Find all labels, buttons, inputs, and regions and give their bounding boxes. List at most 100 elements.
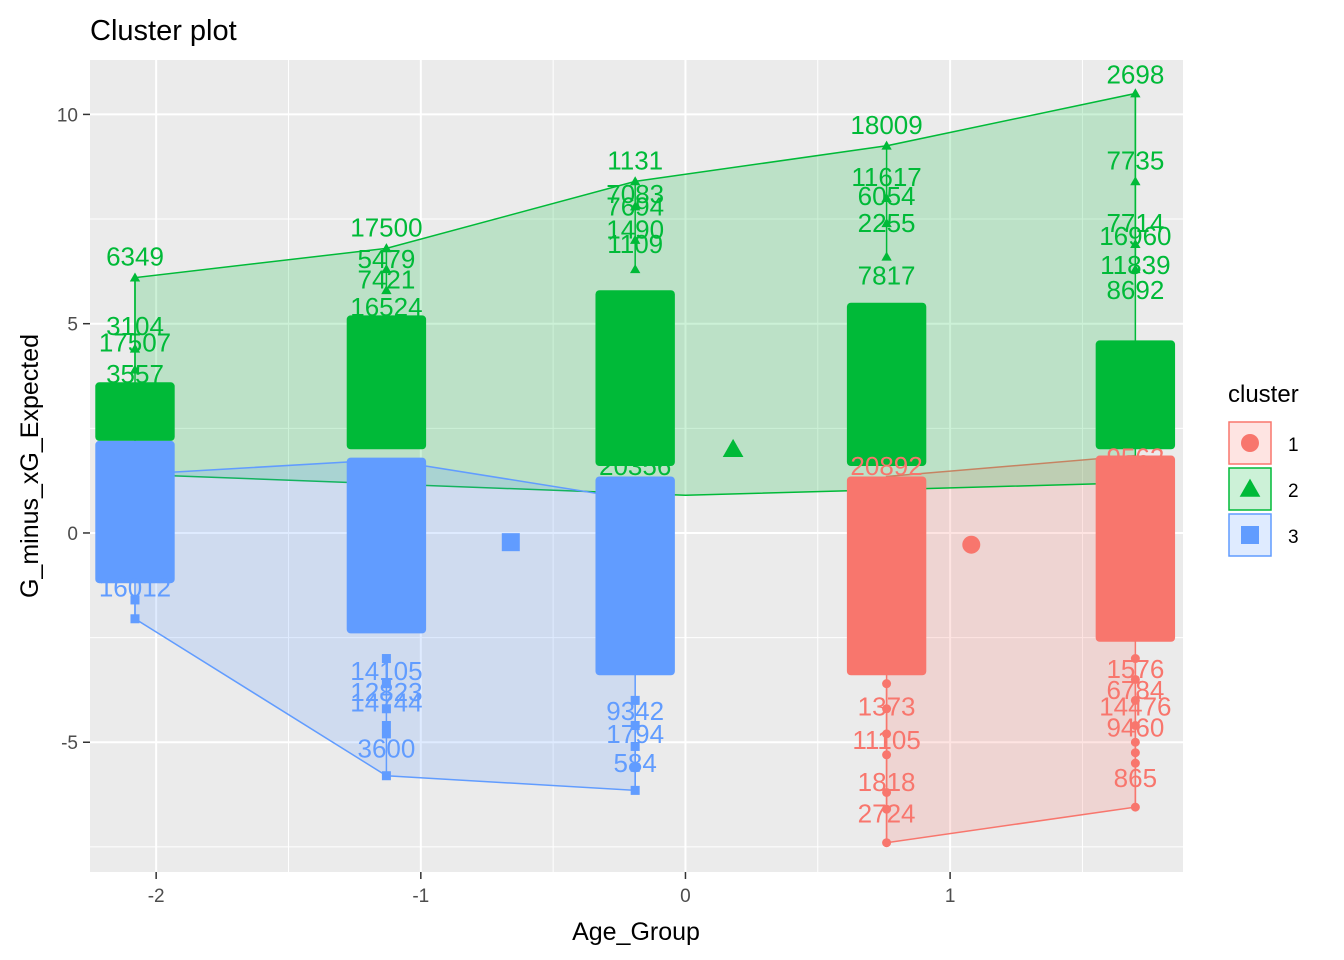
legend-label-1: 1 (1288, 435, 1299, 456)
cluster-3-point-label: 3600 (357, 733, 415, 763)
cluster-1-centroid (962, 535, 981, 554)
cluster-3-point (130, 614, 140, 624)
cluster-2-point-label: 16960 (1099, 221, 1171, 251)
cluster-1-point (882, 679, 892, 689)
cluster-3-point (381, 654, 391, 664)
cluster-2-band (595, 290, 675, 466)
cluster-3-point-label: 14105 (350, 656, 422, 686)
cluster-1-band (846, 476, 927, 676)
cluster-2-point-label: 16524 (350, 292, 422, 322)
cluster-2-point-label: 7714 (1106, 208, 1164, 238)
cluster-2-point (630, 176, 641, 186)
cluster-1-point (882, 704, 892, 714)
legend-label-3: 3 (1288, 527, 1299, 548)
cluster-2-band (846, 302, 927, 466)
cluster-1-point (882, 729, 892, 739)
cluster-3-point (130, 595, 140, 605)
cluster-2-centroid (722, 438, 744, 458)
y-tick-label: -5 (61, 733, 78, 754)
legend-entry-2: 2 (1228, 467, 1299, 511)
cluster-3-point (630, 721, 640, 731)
cluster-1-point-label: 9460 (1106, 713, 1164, 743)
cluster-2-point-label: 18009 (850, 110, 922, 140)
cluster-3-point-label: 9342 (606, 696, 664, 726)
cluster-2-point (630, 234, 641, 244)
cluster-2-point-label: 7817 (858, 261, 916, 291)
cluster-2-band (1095, 340, 1176, 450)
cluster-3-point (381, 721, 391, 731)
cluster-1-point (1130, 737, 1140, 747)
centroids (501, 438, 981, 554)
cluster-1-point-label: 1818 (858, 767, 916, 797)
cluster-2-point-label: 6349 (106, 242, 164, 272)
cluster-1-point-label: 6784 (1106, 675, 1164, 705)
cluster-3-point (630, 762, 640, 772)
x-tick-label: -2 (148, 886, 165, 907)
legend-label-2: 2 (1288, 481, 1299, 502)
cluster-1-point-label: 865 (1114, 763, 1157, 793)
cluster-2-point (129, 272, 141, 282)
cluster-1-point (882, 838, 892, 848)
cluster-2-point-label: 7083 (606, 179, 664, 209)
axis-ticks: -2 -1 0 1 -5 0 5 10 (57, 105, 956, 907)
cluster-3-point (630, 695, 640, 705)
chart-title: Cluster plot (90, 15, 237, 47)
cluster-3-band (346, 457, 427, 634)
cluster-1-point-label: 9562 (1106, 443, 1164, 473)
legend-circle-icon (1241, 434, 1259, 452)
cluster-2-point (1130, 176, 1141, 186)
x-tick-label: 0 (680, 886, 691, 907)
cluster-2-point-label: 1131 (607, 145, 663, 175)
cluster-2-point (881, 140, 892, 150)
legend-triangle-icon (1239, 478, 1261, 497)
legend-title: cluster (1228, 381, 1299, 408)
cluster-2-point-label: 2698 (1106, 60, 1164, 90)
cluster-2-point-label: 8692 (1106, 275, 1164, 305)
cluster-1-band (1095, 455, 1176, 642)
legend-entry-1: 1 (1228, 421, 1299, 465)
cluster-2-point (1130, 264, 1141, 274)
cluster-2-point-label: 3557 (106, 359, 164, 389)
cluster-2-point (630, 201, 641, 211)
cluster-2-point (630, 264, 641, 274)
cluster-2-point-label: 5479 (357, 244, 415, 274)
cluster-2-point-label: 3104 (106, 311, 164, 341)
data-points (129, 88, 1141, 848)
cluster-2-point-label: 17500 (350, 212, 422, 242)
cluster-2-point (881, 251, 892, 261)
cluster-2-point-label: 17507 (99, 327, 171, 357)
cluster-2-band (95, 382, 175, 441)
cluster-2-point (381, 243, 392, 253)
cluster-2-point-label: 11617 (851, 162, 921, 192)
cluster-2-point-label: 1490 (606, 214, 664, 244)
cluster-3-point-label: 1794 (606, 719, 664, 749)
cluster-3-point-label: 584 (613, 748, 656, 778)
y-tick-label: 5 (67, 315, 78, 336)
cluster-3-point-label: 14744 (350, 687, 422, 717)
cluster-2-point (1130, 88, 1141, 98)
cluster-2-point-label: 2255 (858, 208, 916, 238)
cluster-3-point-label: 16012 (99, 572, 171, 602)
cluster-2-point (881, 192, 892, 203)
y-tick-label: 10 (57, 105, 78, 126)
legend-square-icon (1241, 526, 1259, 544)
cluster-1-point-label: 1373 (858, 692, 916, 722)
y-tick-label: 0 (67, 524, 78, 545)
cluster-1-point-label: 11105 (852, 725, 920, 755)
cluster-1-point-label: 1576 (1106, 654, 1164, 684)
cluster-1-point (882, 750, 892, 760)
cluster-2-point (1130, 238, 1141, 249)
cluster-1-point-label: 14476 (1099, 692, 1171, 722)
cluster-1-point (882, 787, 892, 797)
y-axis-title: G_minus_xG_Expected (16, 334, 44, 598)
cluster-3-point (630, 741, 640, 751)
cluster-2-point-label: 7735 (1106, 145, 1164, 175)
cluster-2-point (381, 264, 392, 274)
legend: cluster 1 2 3 (1228, 381, 1299, 557)
cluster-1-point (1130, 674, 1140, 684)
cluster-3-centroid (501, 533, 520, 552)
cluster-1-point (1130, 721, 1140, 731)
cluster-1-point (1130, 748, 1140, 758)
